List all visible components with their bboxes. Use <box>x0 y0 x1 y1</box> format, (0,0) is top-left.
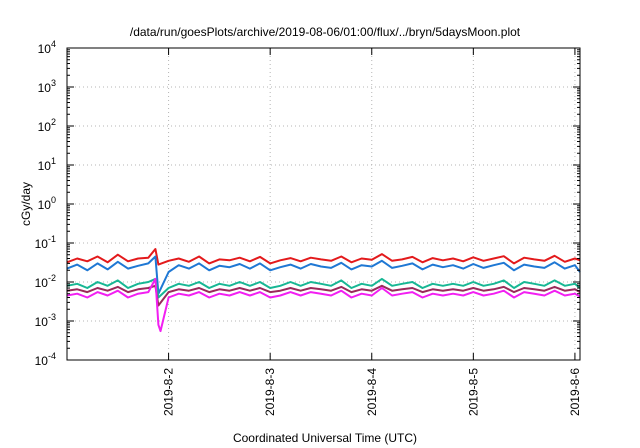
x-tick-label: 2019-8-2 <box>162 368 176 416</box>
y-tick-label: 100 <box>38 195 56 212</box>
y-tick-label: 10-4 <box>35 351 56 368</box>
y-tick-label: 102 <box>38 117 56 134</box>
x-tick-label: 2019-8-6 <box>568 368 582 416</box>
y-axis: 10-4 10-3 10-2 10-1 100 101 102 103 104 <box>35 39 580 368</box>
x-axis: 2019-8-2 2019-8-3 2019-8-4 2019-8-5 2019-8-6 <box>162 48 582 416</box>
series-line-1 <box>66 248 581 266</box>
series-line-4 <box>66 284 581 307</box>
y-tick-label: 10-2 <box>35 273 56 290</box>
y-tick-label: 104 <box>38 39 56 56</box>
series-line-3 <box>66 277 581 299</box>
y-axis-label: cGy/day <box>19 182 33 226</box>
y-tick-label: 103 <box>38 78 56 95</box>
series-line-2 <box>66 255 581 295</box>
x-axis-label: Coordinated Universal Time (UTC) <box>233 431 417 445</box>
x-tick-label: 2019-8-3 <box>263 368 277 416</box>
series-group <box>66 248 581 333</box>
y-tick-label: 10-3 <box>35 312 56 329</box>
series-line-5 <box>66 277 581 333</box>
grid <box>67 47 580 361</box>
y-tick-label: 10-1 <box>35 234 56 251</box>
chart-title: /data/run/goesPlots/archive/2019-08-06/0… <box>130 25 521 39</box>
x-tick-label: 2019-8-5 <box>466 368 480 416</box>
x-tick-label: 2019-8-4 <box>365 368 379 416</box>
y-tick-label: 101 <box>38 156 56 173</box>
